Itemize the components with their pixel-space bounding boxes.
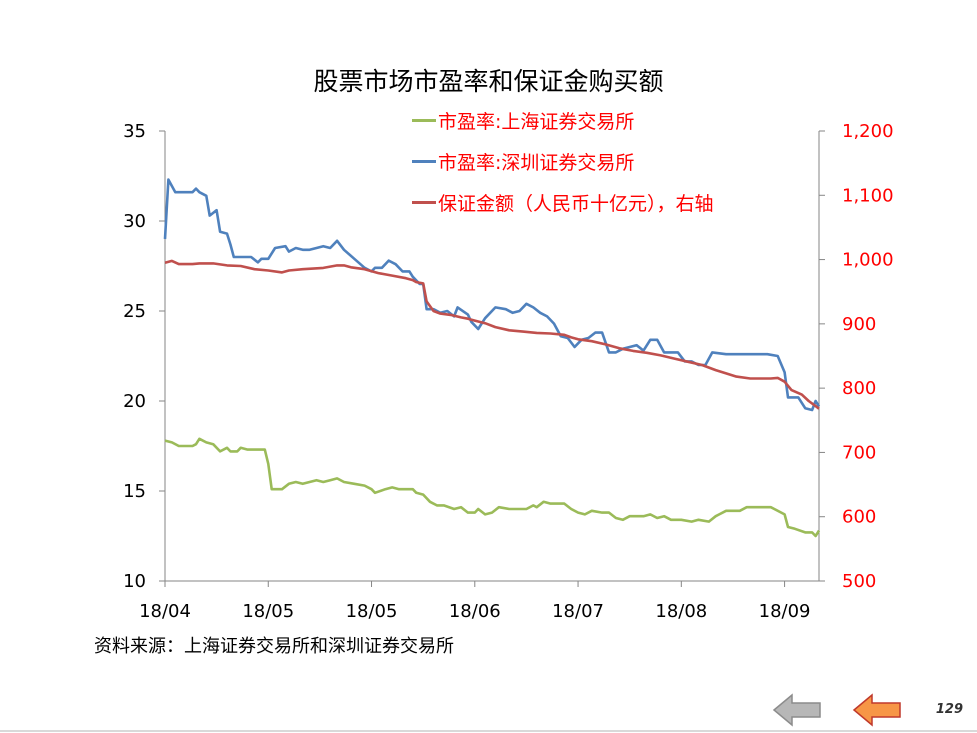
bottom-divider [0, 730, 977, 732]
x-tick-label: 18/08 [655, 601, 707, 622]
legend-swatch [412, 118, 436, 122]
legend-item: 市盈率:深圳证券交易所 [412, 147, 634, 175]
legend-item: 市盈率:上海证券交易所 [412, 106, 634, 134]
left-tick-label: 25 [123, 301, 146, 322]
legend-swatch [412, 200, 436, 204]
left-tick-label: 10 [123, 571, 146, 592]
right-tick-label: 900 [842, 314, 876, 335]
series-line-3 [164, 259, 820, 410]
right-tick-label: 500 [842, 571, 876, 592]
axes: 10 15 20 25 30 35 500 600 700 800 900 1,000 1,100 1,2… [123, 121, 893, 622]
legend-swatch [412, 159, 436, 163]
page-number: 129 [935, 702, 963, 717]
left-tick-label: 30 [123, 211, 146, 232]
legend-label: 保证金额（人民币十亿元），右轴 [438, 192, 714, 215]
right-tick-label: 1,100 [842, 185, 894, 206]
legend-label: 市盈率:上海证券交易所 [438, 110, 635, 133]
left-tick-label: 15 [123, 481, 146, 502]
x-tick-label: 18/04 [139, 601, 191, 622]
x-tick-label: 18/05 [346, 601, 398, 622]
chart-title: 股票市场市盈率和保证金购买额 [313, 67, 664, 96]
series-line-1 [164, 437, 821, 538]
right-tick-label: 700 [842, 442, 876, 463]
legend-label: 市盈率:深圳证券交易所 [438, 151, 635, 174]
x-tick-label: 18/07 [552, 601, 604, 622]
right-tick-label: 1,000 [842, 250, 894, 271]
right-tick-label: 600 [842, 507, 876, 528]
orange-left-arrow-icon[interactable] [852, 692, 904, 728]
left-tick-label: 20 [123, 391, 146, 412]
right-tick-label: 1,200 [842, 121, 894, 142]
right-tick-label: 800 [842, 378, 876, 399]
x-tick-label: 18/06 [449, 601, 501, 622]
gray-left-arrow-icon[interactable] [772, 692, 824, 728]
legend-item: 保证金额（人民币十亿元），右轴 [412, 188, 714, 216]
series-line-2 [163, 178, 821, 412]
series-lines [163, 178, 821, 538]
left-tick-label: 35 [123, 121, 146, 142]
x-tick-label: 18/05 [242, 601, 294, 622]
x-tick-label: 18/09 [759, 601, 811, 622]
source-note: 资料来源：上海证券交易所和深圳证券交易所 [94, 636, 454, 657]
